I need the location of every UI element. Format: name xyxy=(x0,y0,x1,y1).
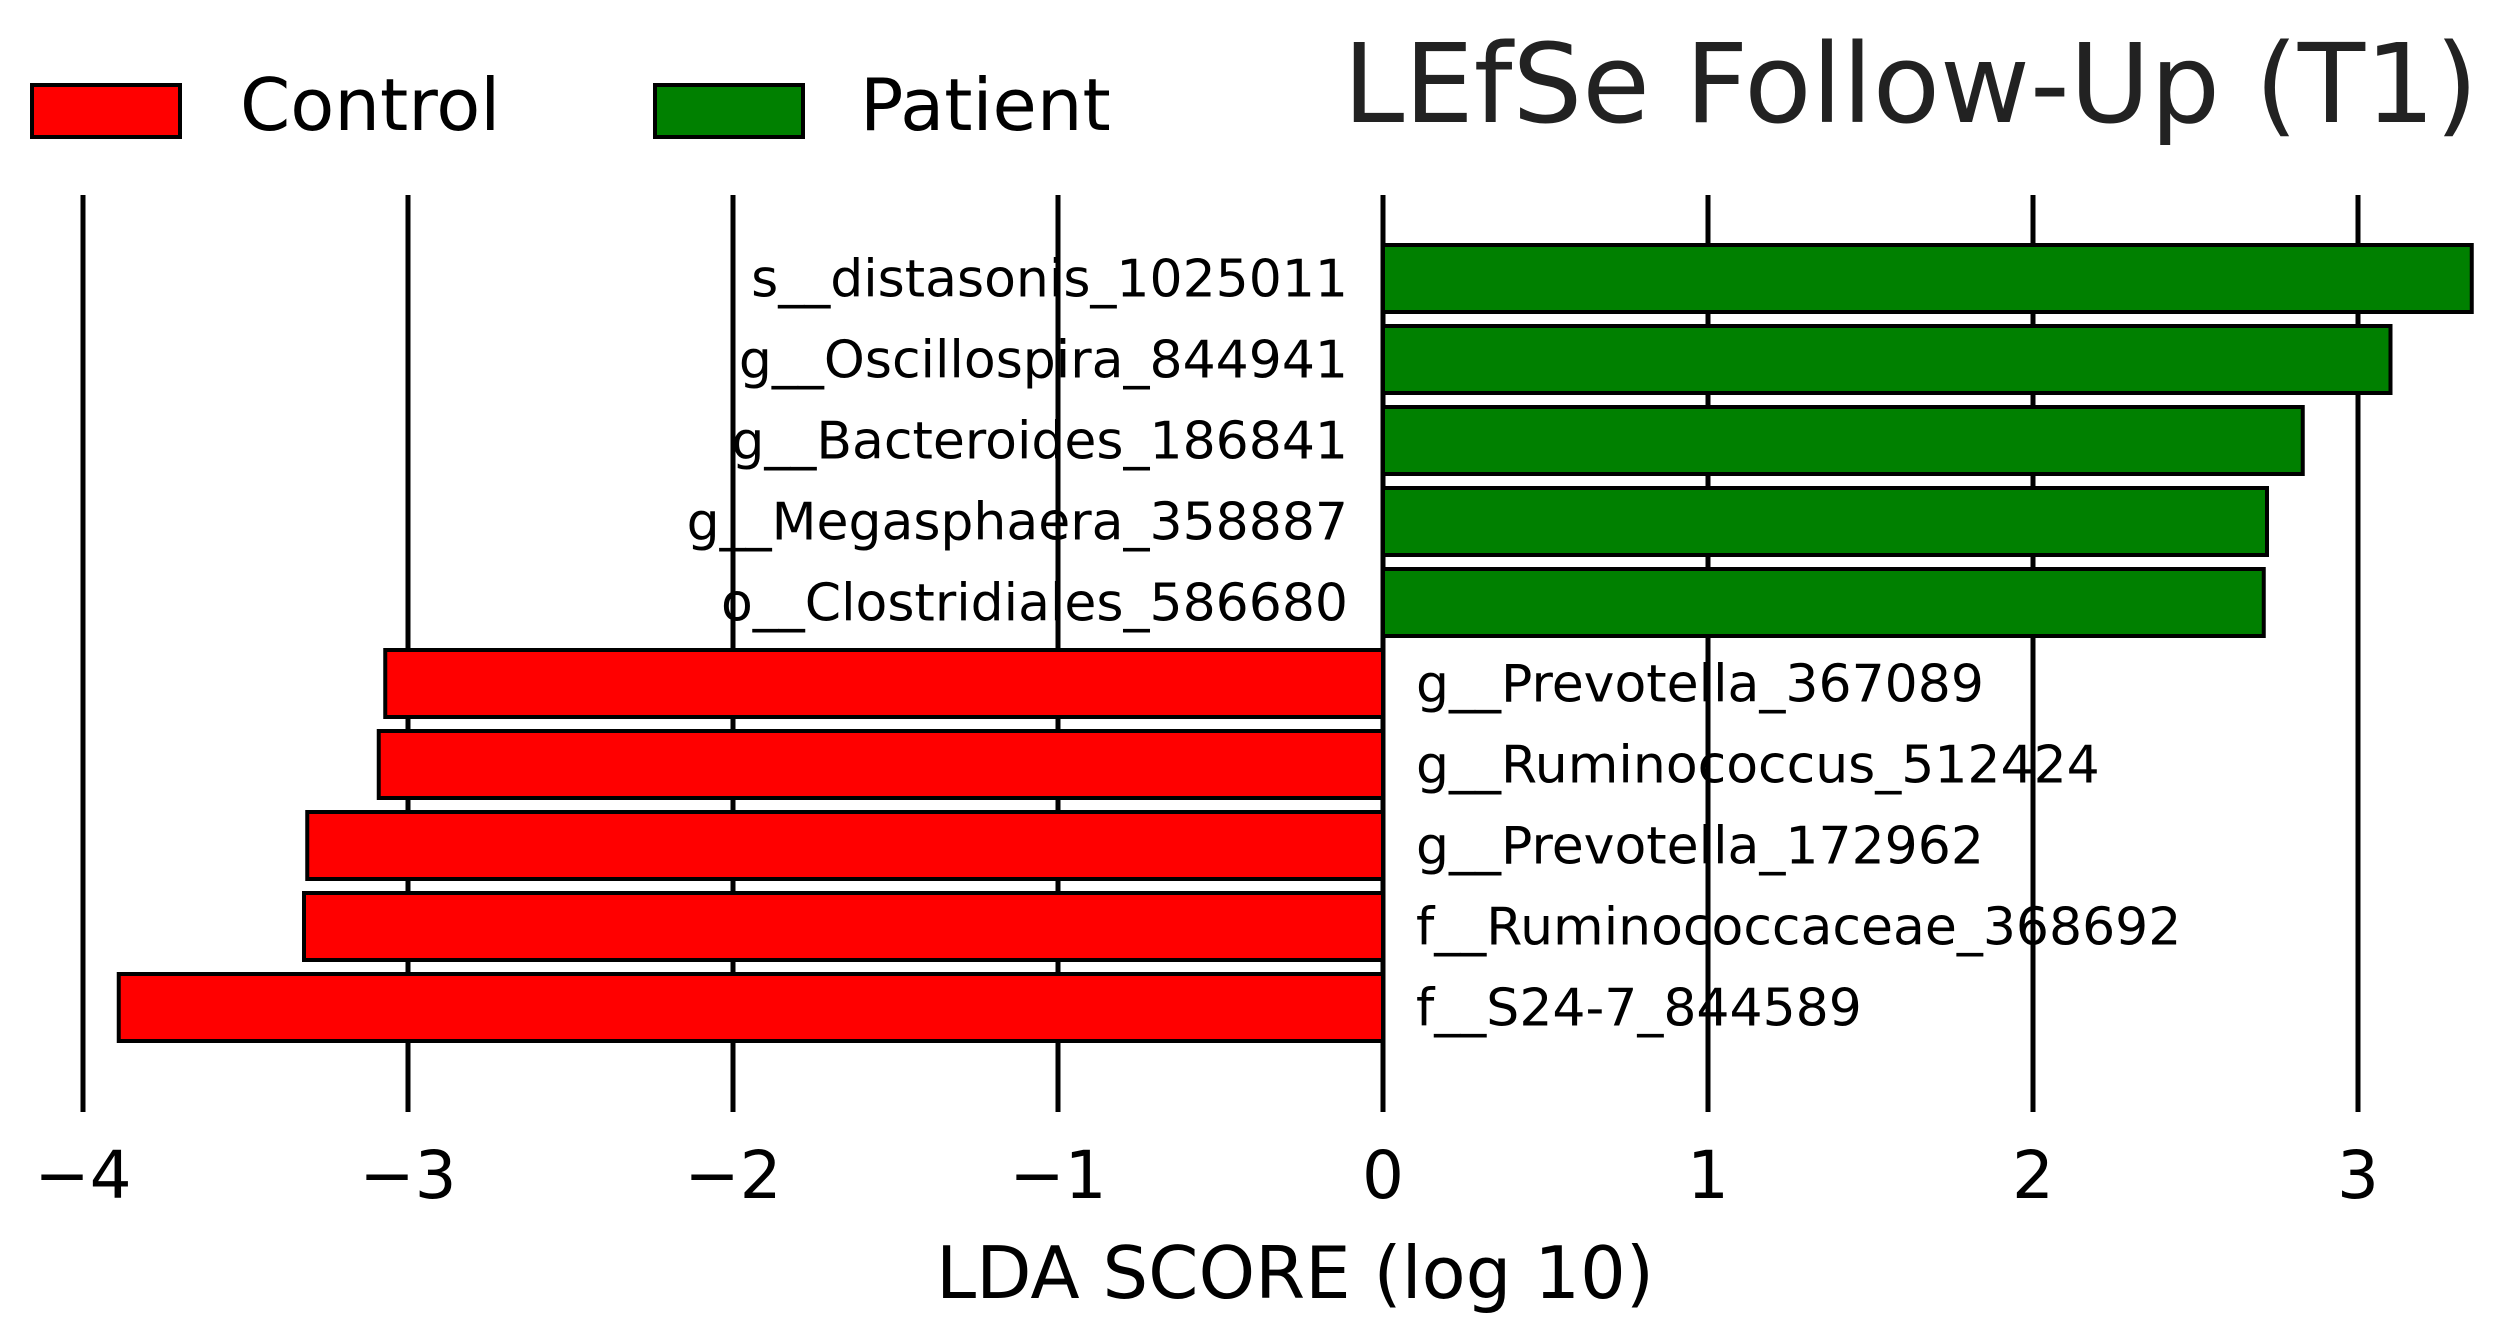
chart-title: LEfSe Follow-Up (T1) xyxy=(1343,20,2478,148)
bar-f__S24-7_844589 xyxy=(116,972,1385,1043)
x-tick-label-2: −2 xyxy=(684,1137,781,1214)
legend-swatch-control xyxy=(30,83,182,139)
category-label-6: g__Ruminococcus_512424 xyxy=(1416,736,2100,796)
bar-g__Prevotella_172962 xyxy=(305,810,1385,881)
bar-layer xyxy=(116,243,2474,1043)
category-label-0: s__distasonis_1025011 xyxy=(751,250,1348,310)
bar-g__Oscillospira_844941 xyxy=(1381,324,2393,395)
category-label-8: f__Ruminococcaceae_368692 xyxy=(1416,898,2181,958)
bar-g__Prevotella_367089 xyxy=(383,648,1385,719)
legend: Control Patient xyxy=(30,63,1111,147)
category-label-7: g__Prevotella_172962 xyxy=(1416,817,1984,877)
x-tick-label-1: −3 xyxy=(359,1137,456,1214)
x-tick-label-6: 2 xyxy=(2012,1137,2054,1214)
x-tick-label-0: −4 xyxy=(34,1137,131,1214)
bar-f__Ruminococcaceae_368692 xyxy=(302,891,1385,962)
x-axis: −4 −3 −2 −1 0 1 2 3 xyxy=(34,1137,2379,1214)
category-label-9: f__S24-7_844589 xyxy=(1416,979,1862,1039)
label-layer: s__distasonis_1025011 g__Oscillospira_844… xyxy=(687,250,2182,1039)
x-tick-label-4: 0 xyxy=(1362,1137,1404,1214)
bar-o__Clostridiales_586680 xyxy=(1381,567,2266,638)
category-label-4: o__Clostridiales_586680 xyxy=(721,574,1348,634)
category-label-5: g__Prevotella_367089 xyxy=(1416,655,1984,715)
bar-g__Megasphaera_358887 xyxy=(1381,486,2269,557)
legend-swatch-patient xyxy=(653,83,805,139)
x-axis-label: LDA SCORE (log 10) xyxy=(936,1231,1654,1315)
x-tick-label-5: 1 xyxy=(1687,1137,1729,1214)
x-tick-label-3: −1 xyxy=(1009,1137,1106,1214)
bar-s__distasonis_1025011 xyxy=(1381,243,2474,314)
legend-label-control: Control xyxy=(240,63,500,147)
legend-label-patient: Patient xyxy=(860,63,1111,147)
bar-g__Ruminococcus_512424 xyxy=(376,729,1385,800)
category-label-1: g__Oscillospira_844941 xyxy=(739,331,1348,391)
bar-g__Bacteroides_186841 xyxy=(1381,405,2305,476)
category-label-2: g__Bacteroides_186841 xyxy=(731,412,1348,472)
category-label-3: g__Megasphaera_358887 xyxy=(687,493,1348,553)
x-tick-label-7: 3 xyxy=(2337,1137,2379,1214)
